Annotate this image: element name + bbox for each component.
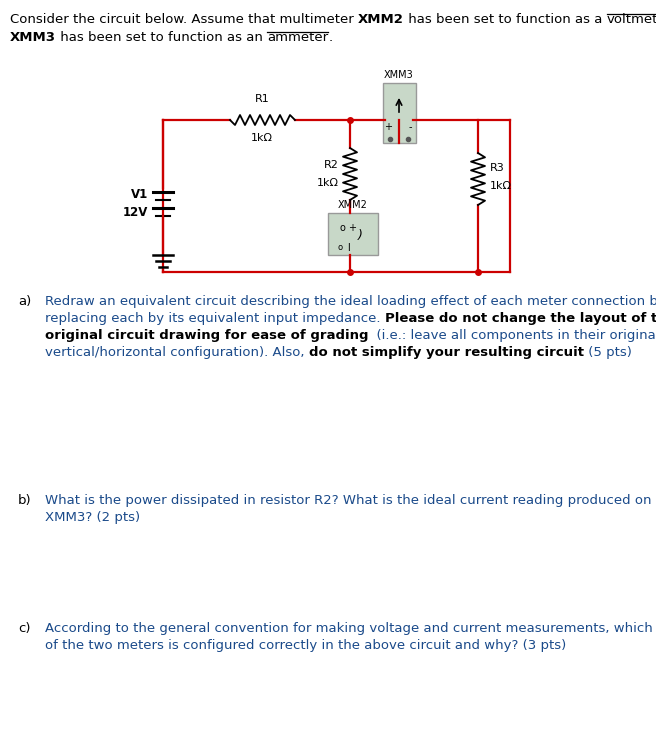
Text: (i.e.: leave all components in their original: (i.e.: leave all components in their ori…	[369, 329, 656, 342]
Text: 1kΩ: 1kΩ	[490, 181, 512, 191]
Text: (5 pts): (5 pts)	[584, 346, 632, 359]
Text: V1: V1	[131, 188, 148, 201]
Text: replacing each by its equivalent input impedance.: replacing each by its equivalent input i…	[45, 312, 385, 325]
Text: c): c)	[18, 622, 30, 635]
Text: 12V: 12V	[123, 206, 148, 218]
Text: of the two meters is configured correctly in the above circuit and why? (3 pts): of the two meters is configured correctl…	[45, 639, 566, 652]
Text: What is the power dissipated in resistor R2? What is the ideal current reading p: What is the power dissipated in resistor…	[45, 494, 651, 507]
Text: .: .	[328, 31, 333, 44]
Text: 1kΩ: 1kΩ	[251, 133, 273, 143]
Text: +: +	[384, 122, 392, 132]
Text: do not simplify your resulting circuit: do not simplify your resulting circuit	[309, 346, 584, 359]
Text: o +: o +	[340, 223, 357, 233]
Text: Consider the circuit below. Assume that multimeter: Consider the circuit below. Assume that …	[10, 13, 358, 26]
Text: XMM2: XMM2	[358, 13, 404, 26]
FancyBboxPatch shape	[328, 213, 378, 255]
FancyBboxPatch shape	[383, 83, 416, 143]
Text: o: o	[338, 244, 343, 253]
Text: has been set to function as a: has been set to function as a	[404, 13, 607, 26]
Text: Please do not change the layout of the: Please do not change the layout of the	[385, 312, 656, 325]
Text: b): b)	[18, 494, 31, 507]
Text: voltmeter: voltmeter	[607, 13, 656, 26]
Text: l: l	[347, 243, 350, 253]
Text: has been set to function as an: has been set to function as an	[56, 31, 267, 44]
Text: ): )	[358, 229, 363, 242]
Text: R2: R2	[324, 160, 339, 170]
Text: According to the general convention for making voltage and current measurements,: According to the general convention for …	[45, 622, 653, 635]
Text: ammeter: ammeter	[267, 31, 328, 44]
Text: XMM2: XMM2	[338, 200, 368, 210]
Text: R1: R1	[255, 94, 270, 104]
Text: R3: R3	[490, 163, 504, 173]
Text: -: -	[408, 122, 412, 132]
Text: a): a)	[18, 295, 31, 308]
Text: Redraw an equivalent circuit describing the ideal loading effect of each meter c: Redraw an equivalent circuit describing …	[45, 295, 656, 308]
Text: original circuit drawing for ease of grading: original circuit drawing for ease of gra…	[45, 329, 369, 342]
Text: XMM3: XMM3	[384, 70, 414, 80]
Text: XMM3: XMM3	[10, 31, 56, 44]
Text: vertical/horizontal configuration). Also,: vertical/horizontal configuration). Also…	[45, 346, 309, 359]
Text: 1kΩ: 1kΩ	[317, 178, 339, 188]
Text: XMM3? (2 pts): XMM3? (2 pts)	[45, 511, 140, 524]
